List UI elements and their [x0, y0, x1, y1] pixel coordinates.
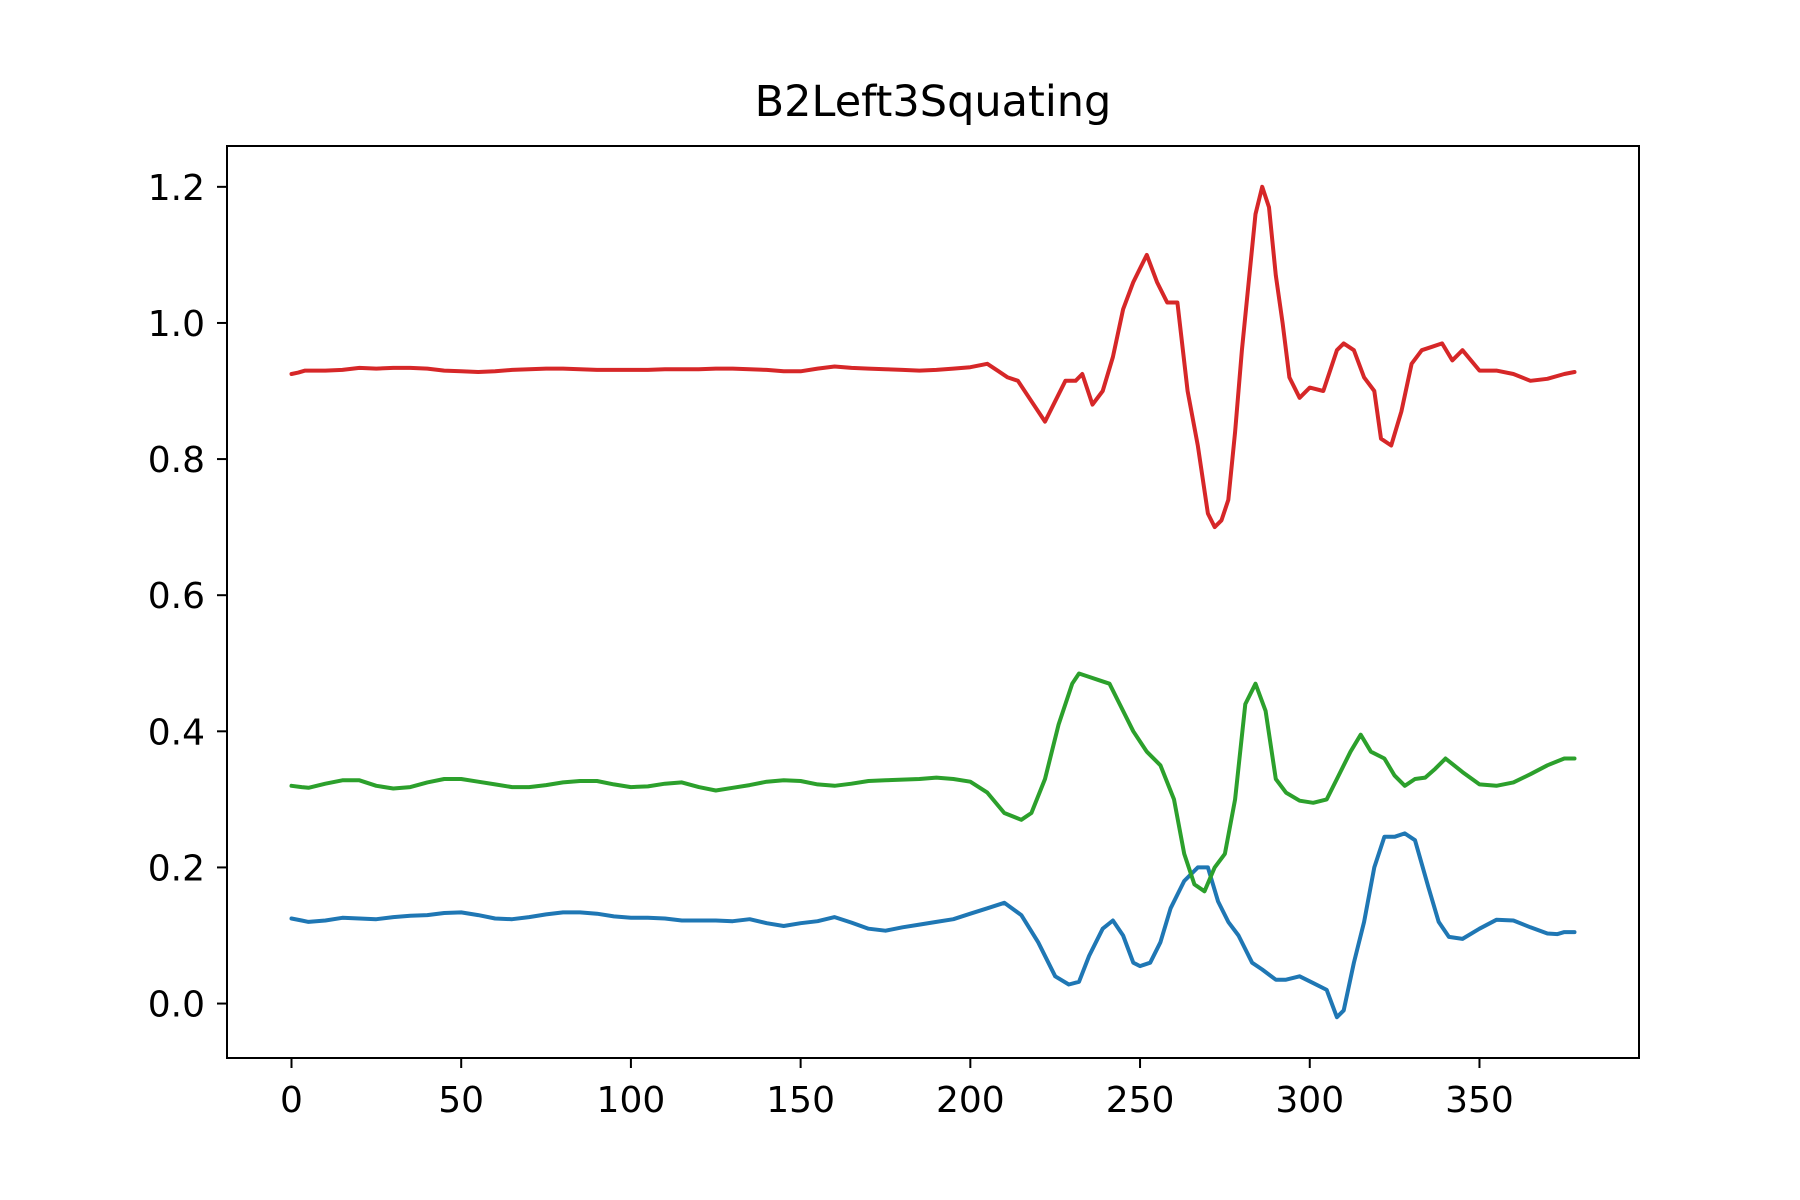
y-tick-label: 0.2: [148, 848, 205, 889]
x-tick-label: 350: [1445, 1080, 1514, 1121]
x-tick-label: 50: [438, 1080, 484, 1121]
y-tick-label: 0.8: [148, 440, 205, 481]
x-tick-label: 100: [597, 1080, 666, 1121]
x-tick-label: 300: [1275, 1080, 1344, 1121]
x-tick-label: 0: [280, 1080, 303, 1121]
y-axis: 0.0 0.2 0.4 0.6 0.8 1.0 1.2: [148, 168, 227, 1026]
series-layer: [289, 184, 1577, 1020]
y-tick-label: 0.0: [148, 985, 205, 1026]
chart-title: B2Left3Squating: [755, 77, 1112, 127]
x-axis: 0 50 100 150 200 250 300 350: [280, 1058, 1514, 1121]
x-tick-label: 250: [1106, 1080, 1175, 1121]
x-tick-label: 150: [766, 1080, 835, 1121]
plot-frame: [226, 145, 1640, 1059]
y-tick-label: 1.0: [148, 304, 205, 345]
y-tick-label: 0.6: [148, 576, 205, 617]
series-line-1: [289, 831, 1577, 1020]
x-tick-label: 200: [936, 1080, 1005, 1121]
y-tick-label: 1.2: [148, 168, 205, 209]
y-tick-label: 0.4: [148, 712, 205, 753]
series-line-3: [289, 184, 1577, 530]
series-line-2: [289, 671, 1577, 894]
